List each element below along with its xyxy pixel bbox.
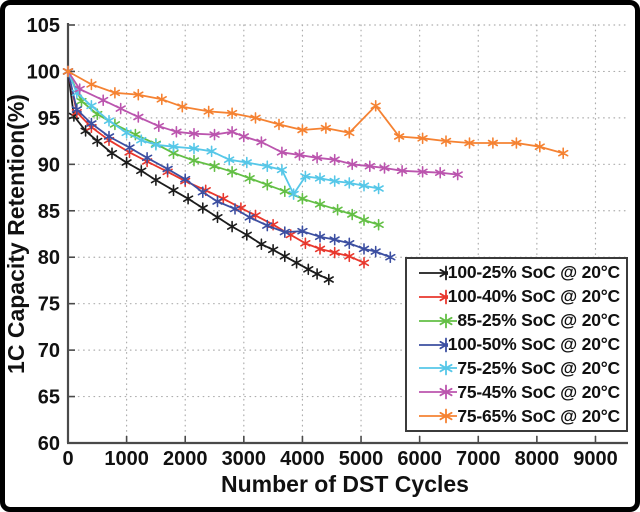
legend-sample: [419, 337, 448, 352]
series-markers: [62, 65, 463, 181]
legend-label: 100-25% SoC @ 20°C: [447, 262, 620, 283]
legend-marker: [439, 265, 448, 281]
legend-item: 75-65% SoC @ 20°C: [417, 404, 620, 428]
tick-labels: 0 1000 2000 3000 4000 5000 6000 7000 8000 9000 60 6…: [27, 15, 618, 470]
y-tick-label: 90: [38, 154, 60, 176]
x-tick-label: 8000: [515, 448, 560, 470]
y-tick-label: 95: [38, 108, 60, 130]
y-tick-label: 85: [38, 201, 60, 223]
y-tick-label: 60: [38, 433, 60, 455]
data-series: [62, 65, 569, 286]
legend-marker: [439, 313, 453, 329]
legend-sample: [419, 360, 458, 376]
series-markers: [62, 65, 569, 159]
legend-item: 75-25% SoC @ 20°C: [417, 356, 620, 380]
legend-sample: [419, 384, 458, 400]
legend-item: 100-25% SoC @ 20°C: [417, 261, 620, 285]
legend-marker: [439, 384, 453, 400]
y-tick-label: 75: [38, 294, 60, 316]
legend-item: 100-50% SoC @ 20°C: [417, 333, 620, 357]
legend-label: 100-50% SoC @ 20°C: [447, 334, 620, 354]
legend-box: 100-25% SoC @ 20°C 100-40% SoC @ 20°C 85-2…: [405, 257, 628, 432]
legend-marker: [439, 360, 453, 376]
legend-item: 75-45% SoC @ 20°C: [417, 380, 620, 404]
legend-label: 75-45% SoC @ 20°C: [457, 381, 620, 402]
y-tick-label: 70: [38, 340, 60, 362]
legend-label: 75-65% SoC @ 20°C: [457, 405, 620, 426]
y-tick-label: 100: [27, 61, 60, 83]
series-line: [67, 70, 564, 155]
y-axis-label: 1C Capacity Retention(%): [3, 94, 29, 374]
x-tick-label: 1000: [104, 448, 149, 470]
x-tick-label: 6000: [397, 448, 442, 470]
legend-sample: [419, 289, 448, 305]
legend-marker: [439, 408, 453, 424]
y-tick-label: 105: [27, 15, 60, 37]
x-tick-label: 4000: [280, 448, 325, 470]
y-tick-label: 65: [38, 387, 60, 409]
legend-item: 85-25% SoC @ 20°C: [417, 309, 620, 333]
x-tick-label: 7000: [456, 448, 501, 470]
legend-marker: [439, 289, 448, 305]
x-tick-label: 2000: [163, 448, 208, 470]
axes: [66, 23, 628, 445]
legend-item: 100-40% SoC @ 20°C: [417, 285, 620, 309]
legend-label: 75-25% SoC @ 20°C: [457, 357, 620, 378]
x-axis-label: Number of DST Cycles: [221, 471, 469, 497]
x-tick-label: 0: [62, 448, 73, 470]
legend-sample: [419, 265, 448, 281]
x-tick-label: 3000: [222, 448, 267, 470]
x-tick-label: 9000: [573, 448, 618, 470]
legend-label: 85-25% SoC @ 20°C: [457, 310, 620, 331]
x-tick-label: 5000: [339, 448, 384, 470]
legend-sample: [419, 313, 458, 329]
legend-label: 100-40% SoC @ 20°C: [447, 286, 620, 307]
y-tick-label: 80: [38, 247, 60, 269]
legend-sample: [419, 408, 458, 424]
legend-marker: [439, 337, 448, 352]
